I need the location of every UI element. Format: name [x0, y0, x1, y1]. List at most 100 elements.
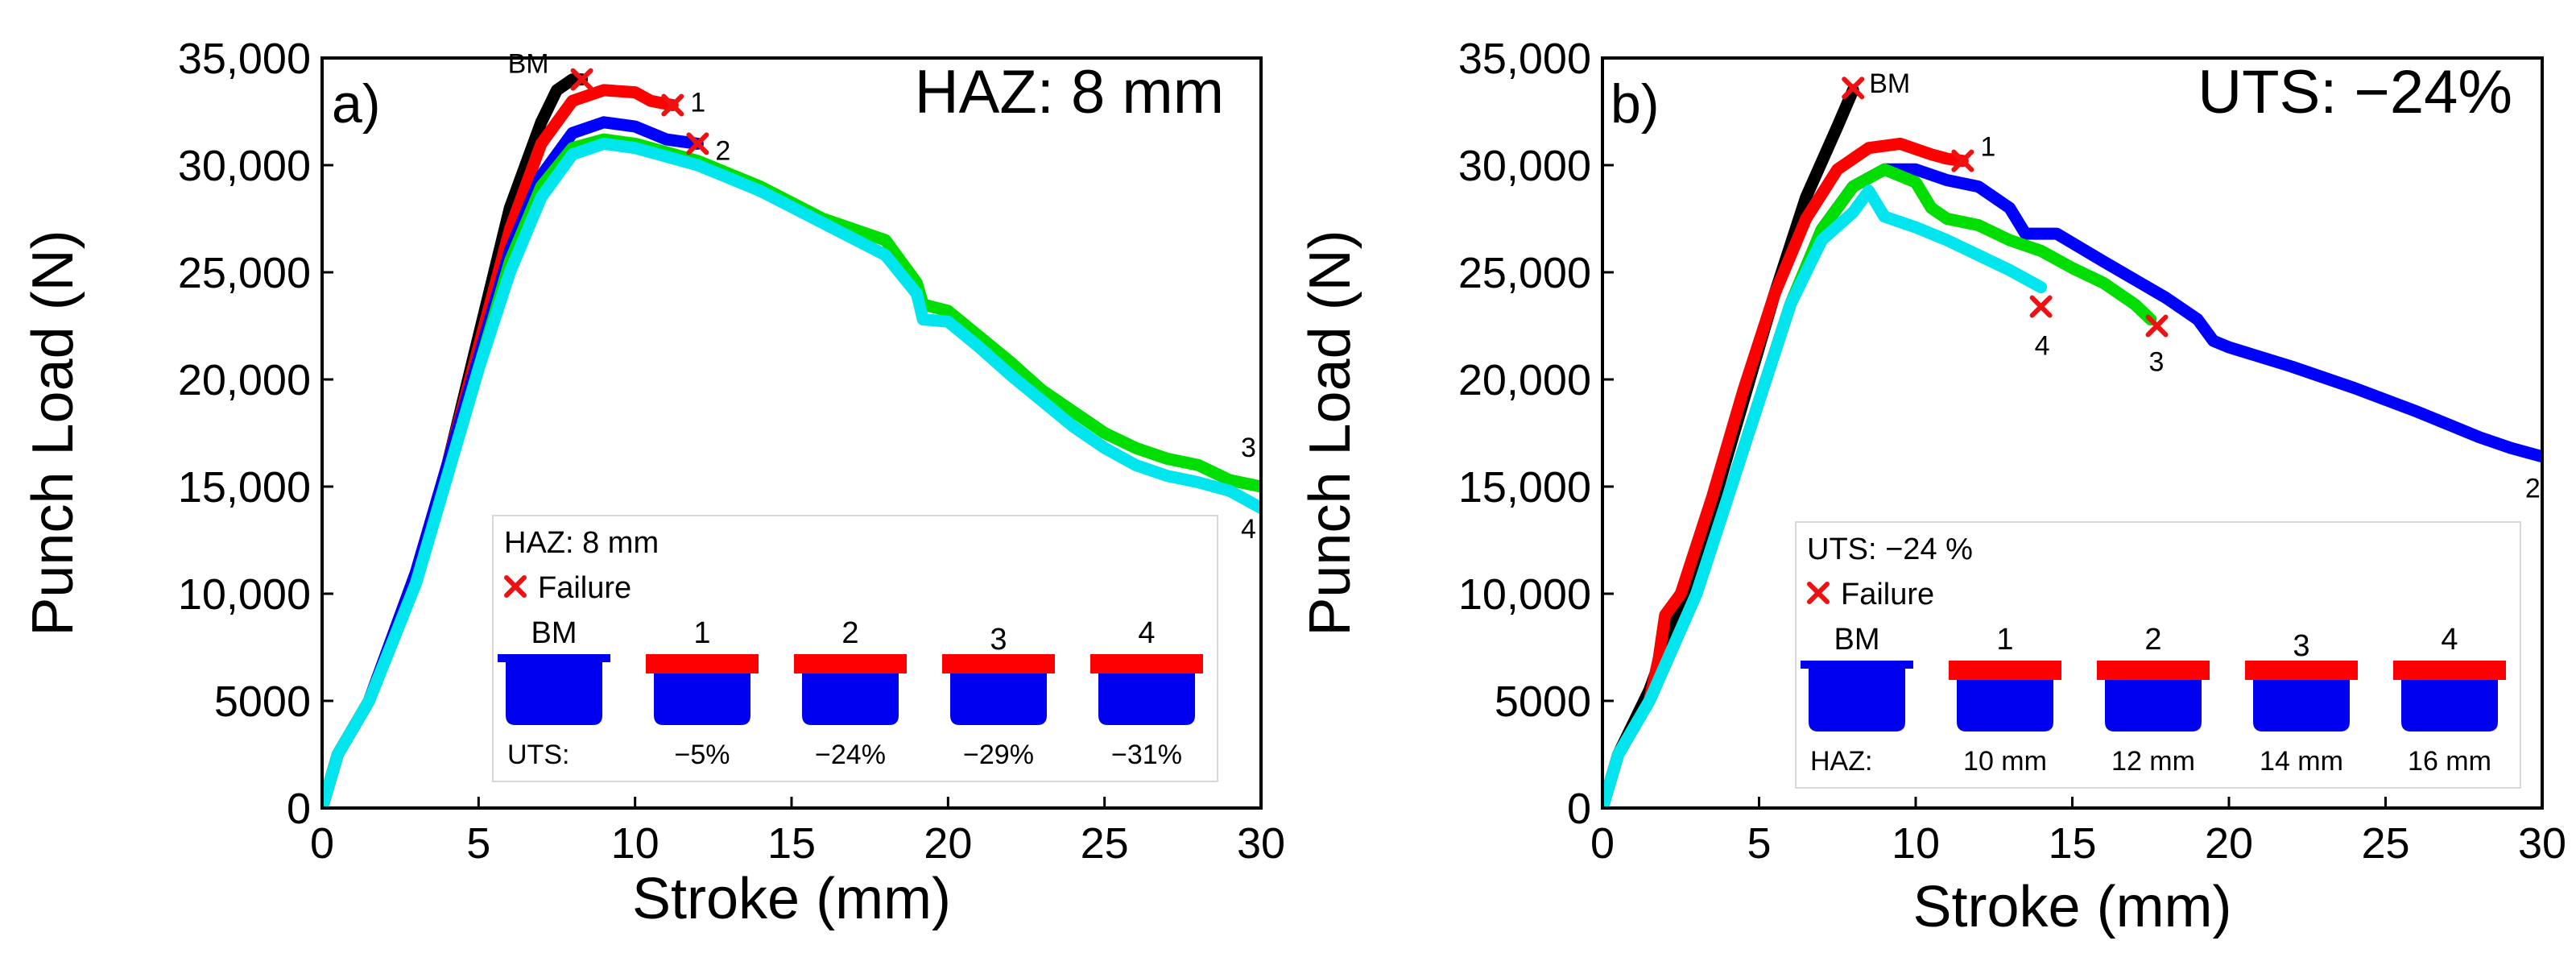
failure-mark	[1951, 149, 1974, 172]
y-tick-label: 15,000	[178, 463, 311, 512]
y-axis-label: Punch Load (N)	[1298, 230, 1362, 636]
y-tick-label: 5000	[1495, 678, 1591, 726]
specimen-label: BM	[1834, 623, 1880, 657]
legend-box	[492, 515, 1218, 782]
curve-end-label: 1	[1980, 132, 1995, 163]
y-tick-label: 35,000	[178, 35, 311, 83]
series-group	[1602, 84, 2542, 808]
legend-title: UTS: −24 %	[1807, 533, 1973, 566]
failure-mark	[686, 132, 709, 155]
specimen-legend-item: 4 −31%	[1090, 616, 1203, 770]
specimen-label: 1	[693, 616, 710, 650]
specimen-blue-body	[1809, 665, 1905, 731]
specimen-blue-body	[2105, 665, 2202, 731]
x-tick-label: 15	[767, 819, 816, 868]
y-tick-label: 30,000	[178, 142, 311, 190]
curve-end-label: 3	[2149, 347, 2165, 378]
curve-end-label: BM	[1869, 68, 1910, 99]
failure-x-icon	[661, 93, 684, 117]
specimen-haz-band	[1090, 654, 1203, 673]
y-tick-label: 25,000	[1458, 249, 1591, 297]
x-tick-label: 10	[1892, 819, 1940, 868]
specimen-haz-band	[942, 654, 1055, 673]
series-line-4	[322, 137, 1261, 808]
specimen-value: 14 mm	[2260, 746, 2343, 777]
specimen-legend-item: 1 10 mm	[1949, 623, 2061, 777]
failure-x-icon	[686, 132, 709, 155]
legend: HAZ: 8 mm Failure UTS: BM 1 −5% 2 −24% 3 −29% 4 −31…	[492, 515, 1218, 782]
legend-failure-label: Failure	[1841, 578, 1934, 611]
curve-end-label: 2	[2525, 473, 2541, 504]
specimen-haz-band	[2393, 661, 2506, 680]
specimen-blue-body	[2401, 665, 2498, 731]
x-tick-label: 20	[924, 819, 972, 868]
specimen-value: 12 mm	[2111, 746, 2195, 777]
specimen-blue-body	[2253, 665, 2350, 731]
series-line-4	[1602, 184, 2048, 808]
y-axis-label: Punch Load (N)	[21, 230, 85, 636]
x-tick-label: 30	[1237, 819, 1285, 868]
curve-end-label: 4	[1241, 514, 1256, 545]
y-tick-label: 30,000	[1458, 142, 1591, 190]
x-axis-label: Stroke (mm)	[632, 867, 951, 931]
y-tick-label: 15,000	[1458, 463, 1591, 512]
specimen-flange	[1801, 661, 1913, 669]
x-tick-label: 10	[611, 819, 660, 868]
panel-label: b)	[1611, 73, 1659, 135]
failure-x-icon	[2029, 295, 2053, 318]
y-tick-label: 10,000	[178, 570, 311, 619]
specimen-legend-item: 1 −5%	[646, 616, 759, 770]
specimen-label: 1	[1996, 623, 2013, 657]
y-tick-label: 10,000	[1458, 570, 1591, 619]
failure-x-icon	[1842, 77, 1865, 100]
legend-box	[1795, 521, 2521, 789]
specimen-value: 16 mm	[2408, 746, 2491, 777]
legend: UTS: −24 % Failure HAZ: BM 1 10 mm 2 12 mm 3 14 m…	[1795, 521, 2521, 789]
y-tick-label: 25,000	[178, 249, 311, 297]
y-tick-label: 20,000	[1458, 356, 1591, 404]
x-tick-label: 5	[466, 819, 490, 868]
specimen-label: BM	[531, 616, 577, 650]
failure-mark	[2145, 314, 2169, 338]
x-tick-label: 15	[2048, 819, 2096, 868]
failure-mark	[661, 93, 684, 117]
y-tick-label: 0	[287, 785, 311, 833]
failure-x-icon	[570, 68, 593, 91]
y-tick-label: 0	[1567, 785, 1591, 833]
specimen-legend-item: 4 16 mm	[2393, 623, 2506, 777]
curve-end-label: BM	[508, 49, 549, 80]
legend-row-prefix: HAZ:	[1810, 746, 1872, 777]
x-tick-label: 30	[2518, 819, 2566, 868]
specimen-value: −24%	[815, 740, 886, 770]
specimen-flange	[498, 654, 610, 662]
legend-title: HAZ: 8 mm	[504, 526, 659, 560]
x-tick-label: 0	[310, 819, 334, 868]
x-tick-label: 0	[1590, 819, 1615, 868]
failure-x-icon	[2145, 314, 2169, 338]
specimen-value: −31%	[1111, 740, 1182, 770]
curve-end-label: 2	[715, 135, 730, 166]
specimen-legend-item: BM	[498, 616, 610, 725]
specimen-haz-band	[794, 654, 907, 673]
specimen-blue-body	[1098, 659, 1195, 725]
x-tick-label: 20	[2205, 819, 2253, 868]
specimen-blue-body	[506, 659, 602, 725]
specimen-blue-body	[950, 659, 1047, 725]
curve-end-label: 1	[690, 88, 705, 118]
y-tick-label: 5000	[214, 678, 311, 726]
x-axis-label: Stroke (mm)	[1913, 875, 2232, 939]
specimen-blue-body	[654, 659, 750, 725]
curve-end-label: 4	[2035, 331, 2050, 362]
specimen-label: 2	[841, 616, 858, 650]
failure-x-icon	[1951, 149, 1974, 172]
specimen-value: −5%	[675, 740, 730, 770]
specimen-label: 3	[990, 623, 1007, 657]
chart-panel-b: 0 5 10 15 20 25 30 0 5000 10,000 15,000 20,000 25,00…	[1298, 35, 2566, 939]
x-tick-label: 5	[1747, 819, 1771, 868]
specimen-blue-body	[1957, 665, 2053, 731]
specimen-haz-band	[2097, 661, 2210, 680]
x-tick-label: 25	[1081, 819, 1129, 868]
specimen-haz-band	[2245, 661, 2358, 680]
failure-mark	[2029, 295, 2053, 318]
